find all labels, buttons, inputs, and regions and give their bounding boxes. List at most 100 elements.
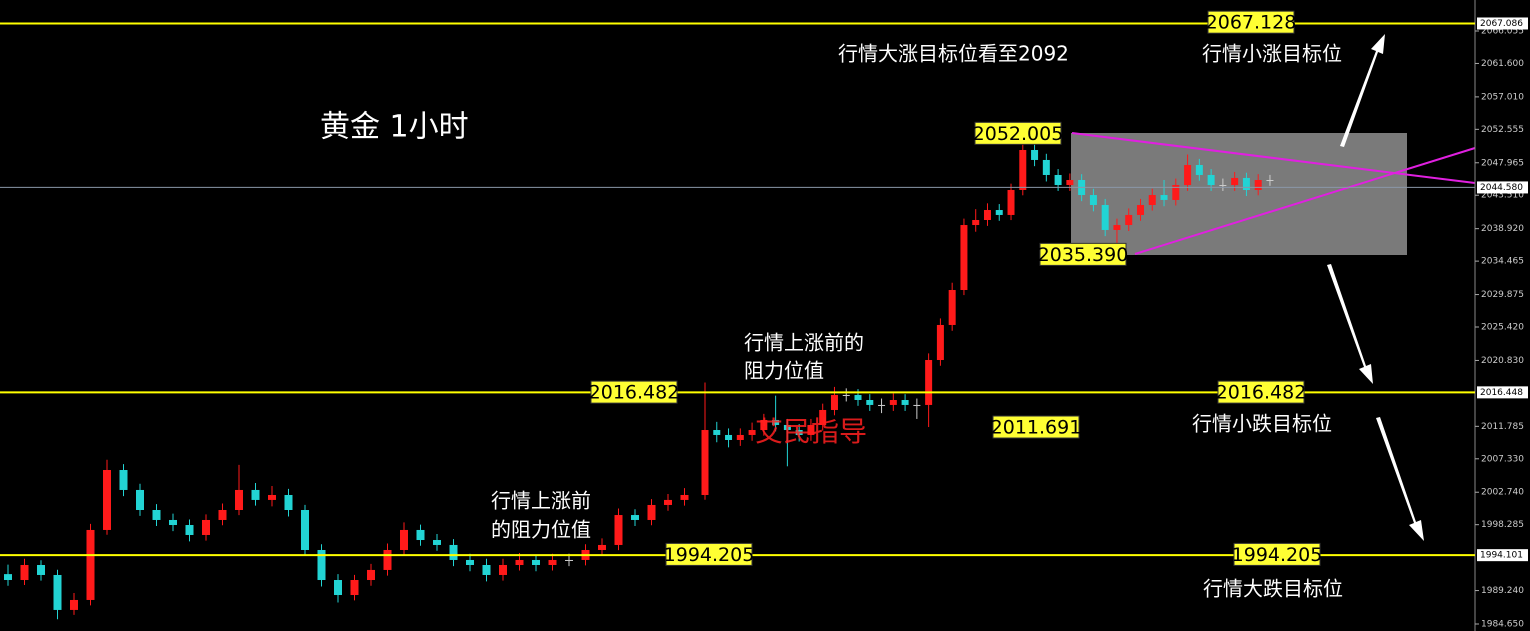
candle-body: [866, 400, 874, 405]
candle-body: [70, 599, 78, 610]
candle-body: [1172, 185, 1180, 200]
candle-body: [1148, 195, 1156, 205]
watermark: 艾民指导: [755, 415, 867, 448]
trend-line: [1071, 132, 1476, 184]
arrow: [1376, 417, 1424, 541]
candle-body: [1231, 177, 1239, 186]
candle-body: [972, 219, 980, 226]
candle-body: [913, 404, 921, 406]
price-tag: [1477, 386, 1528, 399]
candle-body: [936, 324, 944, 361]
candle-body: [86, 529, 95, 600]
triangle-zone: [1071, 133, 1407, 255]
price-tag-label: 2016.448: [1480, 388, 1523, 398]
candle-body: [284, 494, 293, 511]
candle-body: [1089, 195, 1097, 205]
candle-body: [819, 409, 827, 425]
candle-body: [1219, 185, 1227, 187]
candle-body: [713, 430, 721, 435]
candle-body: [416, 529, 425, 541]
arrows: [1327, 34, 1424, 541]
price-tag-label: 2067.086: [1480, 19, 1523, 29]
price-label-box: [590, 380, 678, 404]
candle-body: [499, 565, 507, 575]
annotation: 行情大跌目标位: [1203, 577, 1343, 601]
price-label-box: [1217, 380, 1305, 404]
annotation: 行情上涨前的: [744, 331, 864, 355]
price-label: 2016.482: [1216, 382, 1307, 404]
y-tick-label: 2057.010: [1481, 92, 1524, 102]
annotation: 行情小跌目标位: [1192, 412, 1332, 436]
candle-body: [948, 290, 956, 325]
price-label: 2067.128: [1206, 12, 1297, 34]
candle-body: [169, 519, 177, 526]
candle-body: [548, 559, 557, 566]
price-label-box: [974, 121, 1062, 145]
y-tick-label: 2007.330: [1481, 454, 1524, 464]
candle-body: [1184, 164, 1192, 186]
y-tick-label: 1998.285: [1481, 520, 1524, 530]
price-label: 2035.390: [1038, 244, 1129, 266]
y-tick-label: 2038.920: [1481, 224, 1524, 234]
candle-body: [367, 569, 375, 581]
y-tick-label: 2043.510: [1481, 191, 1524, 201]
y-tick-label: 2052.555: [1481, 125, 1524, 135]
y-tick-label: 2047.965: [1481, 158, 1524, 168]
candle-body: [830, 394, 838, 410]
price-label: 1994.205: [664, 544, 755, 566]
y-tick-label: 2020.830: [1481, 356, 1524, 366]
candle-body: [185, 525, 194, 535]
candle-body: [1254, 180, 1262, 190]
candle-body: [1136, 204, 1144, 215]
chart-title: 黄金 1小时: [320, 110, 469, 145]
candle-body: [119, 470, 128, 490]
candle-body: [202, 519, 210, 535]
y-tick-label: 2029.875: [1481, 290, 1524, 300]
price-label: 2011.691: [991, 417, 1082, 439]
candle-body: [482, 565, 491, 575]
y-tick-label: 2025.420: [1481, 323, 1524, 333]
candle-body: [1007, 189, 1015, 215]
candle-body: [317, 549, 326, 581]
candle-body: [664, 499, 672, 505]
candle-body: [1266, 180, 1274, 182]
candle-body: [1242, 177, 1250, 190]
candle-body: [334, 580, 342, 596]
candle-body: [1113, 225, 1121, 230]
candle-body: [889, 400, 897, 405]
arrow: [1340, 34, 1385, 147]
candle-body: [1125, 214, 1133, 226]
price-tag: [1477, 17, 1528, 30]
candle-body: [4, 574, 12, 581]
candle-body: [772, 419, 780, 425]
candle-body: [1031, 149, 1039, 160]
candle-body: [1042, 159, 1050, 175]
candle-body: [383, 549, 392, 570]
candle-body: [680, 494, 689, 500]
candle-body: [1019, 149, 1027, 190]
candle-body: [103, 470, 111, 530]
candle-body: [878, 404, 886, 406]
candle-body: [565, 559, 573, 561]
candle-body: [268, 494, 276, 500]
candle-body: [433, 540, 441, 545]
price-label: 1994.205: [1232, 544, 1323, 566]
price-tag-label: 1994.101: [1480, 551, 1523, 561]
candle-body: [631, 515, 639, 520]
price-tag: [1477, 549, 1528, 562]
candle-body: [466, 559, 474, 566]
annotation: 的阻力位值: [491, 518, 591, 542]
candle-body: [701, 430, 709, 495]
candle-body: [736, 434, 744, 440]
candle-body: [400, 529, 408, 550]
candle-body: [218, 510, 227, 520]
price-label-box: [1207, 10, 1295, 34]
candle-body: [449, 544, 458, 560]
candle-body: [760, 419, 768, 431]
candle-body: [807, 424, 815, 435]
candle-body: [748, 430, 756, 435]
candle-body: [301, 510, 309, 550]
y-tick-label: 2034.465: [1481, 257, 1524, 267]
